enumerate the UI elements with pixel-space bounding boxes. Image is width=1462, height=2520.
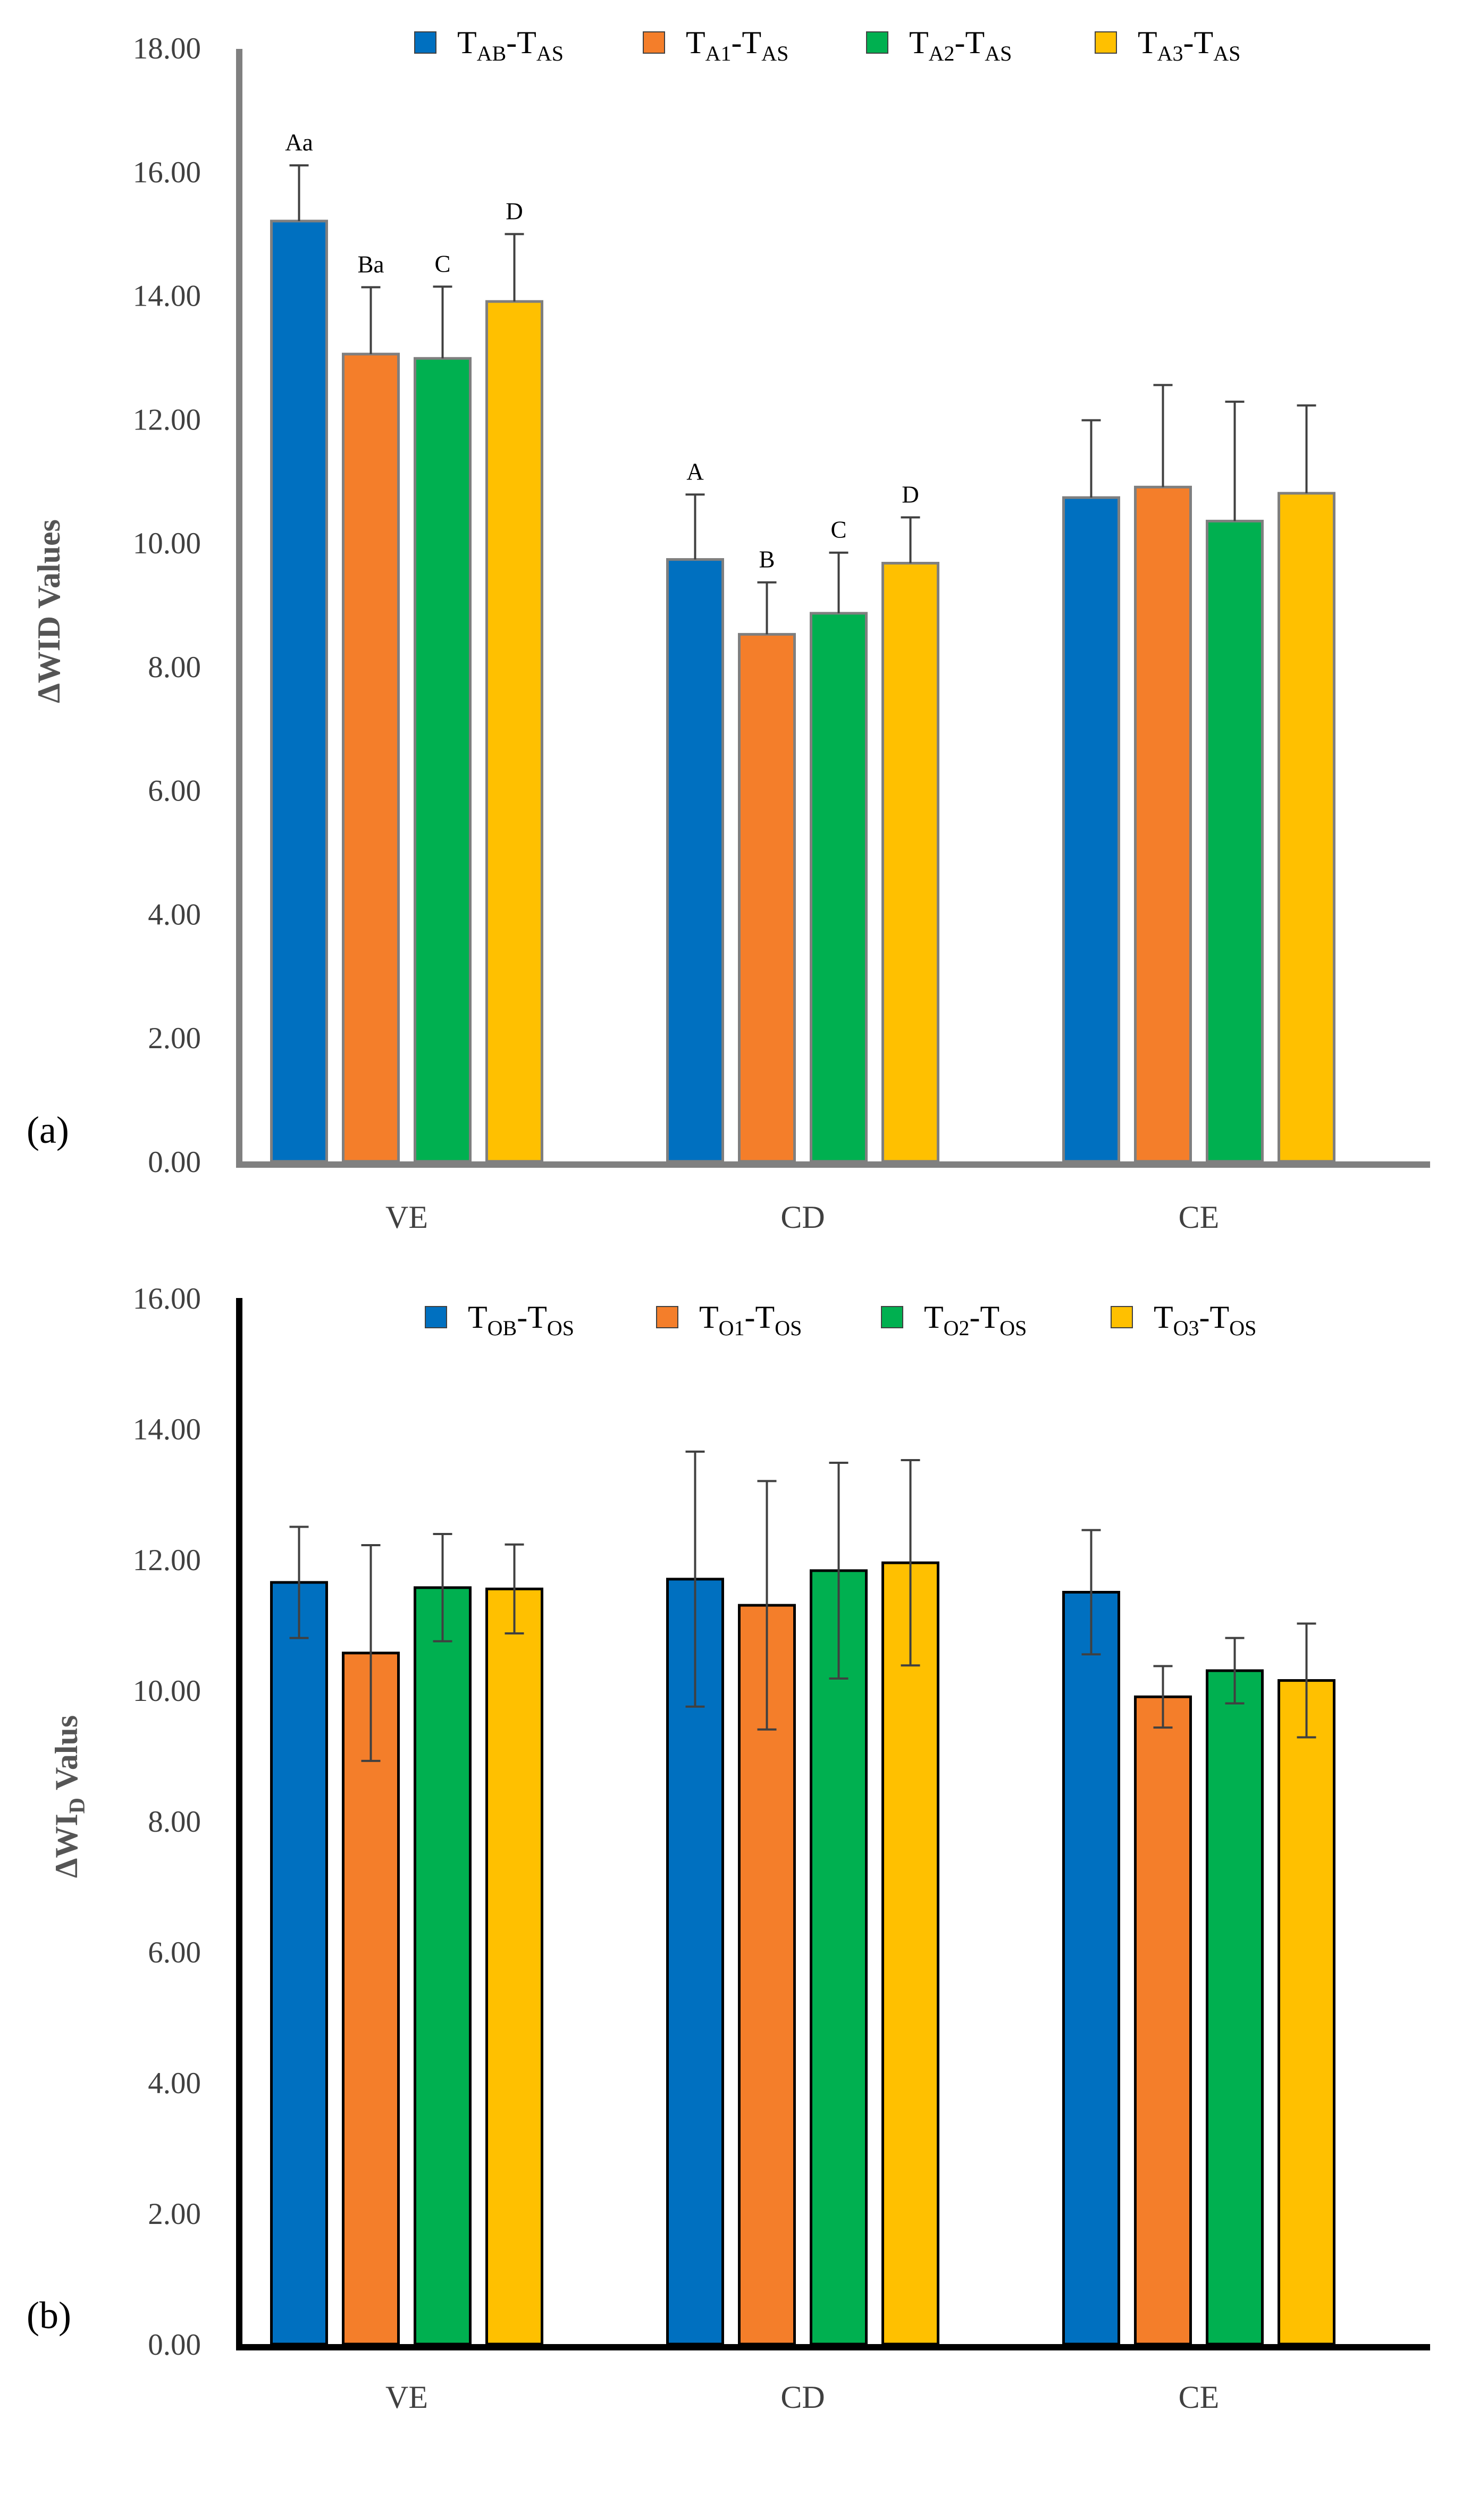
y-tick-label: 14.00: [133, 1413, 201, 1446]
bar: [881, 562, 939, 1163]
legend-swatch: [866, 31, 888, 54]
legend-item: TO2-TOS: [881, 1300, 1027, 1340]
bar: [1206, 519, 1264, 1163]
chart-b-legend: TOB-TOS TO1-TOS TO2-TOS TO3-TOS: [425, 1300, 1256, 1340]
bar: [485, 300, 543, 1163]
y-tick-label: 16.00: [133, 156, 201, 189]
chart-b-y-axis-label: ΔWID Valus: [49, 1715, 90, 1878]
bar: [810, 1569, 868, 2346]
bar: [485, 1587, 543, 2346]
legend-swatch: [656, 1306, 678, 1328]
bar: [1062, 496, 1120, 1163]
y-tick-label: 16.00: [133, 1282, 201, 1316]
significance-label: C: [434, 250, 450, 277]
y-tick-label: 12.00: [133, 403, 201, 436]
bar: [738, 633, 796, 1163]
bar: [881, 1561, 939, 2346]
y-tick-label: 6.00: [148, 1936, 201, 1969]
legend-item: TA2-TAS: [866, 25, 1012, 65]
legend-swatch: [1095, 31, 1117, 54]
chart-b-panel-label: (b): [27, 2294, 71, 2337]
y-tick-label: 0.00: [148, 1145, 201, 1179]
legend-swatch: [425, 1306, 447, 1328]
x-tick-label: VE: [385, 2380, 428, 2415]
y-tick-label: 8.00: [148, 651, 201, 684]
legend-label: TAB-TAS: [457, 25, 564, 65]
bar: [810, 612, 868, 1163]
y-tick-label: 18.00: [133, 32, 201, 65]
chart-b: 0.00 2.00 4.00 6.00 8.00 10.00 12.00 14.00 16.00…: [27, 1282, 1430, 2415]
legend-label: TA3-TAS: [1138, 25, 1240, 65]
y-tick-label: 10.00: [133, 527, 201, 560]
x-tick-label: CE: [1179, 1200, 1220, 1235]
y-tick-label: 4.00: [148, 898, 201, 931]
legend-item: TOB-TOS: [425, 1300, 574, 1340]
x-tick-label: VE: [385, 1200, 428, 1235]
legend-item: TA3-TAS: [1095, 25, 1240, 65]
significance-label: Ba: [358, 251, 384, 277]
chart-a-panel-label: (a): [27, 1109, 69, 1151]
bar: [1278, 1679, 1335, 2346]
x-tick-label: CE: [1179, 2380, 1220, 2415]
significance-label: Aa: [285, 129, 313, 156]
y-tick-label: 2.00: [148, 2197, 201, 2231]
chart-a-legend: TAB-TAS TA1-TAS TA2-TAS TA3-TAS: [414, 25, 1240, 65]
y-tick-label: 6.00: [148, 774, 201, 808]
legend-swatch: [414, 31, 436, 54]
bar: [414, 357, 472, 1163]
bar: [666, 558, 724, 1163]
legend-label: TA2-TAS: [909, 25, 1012, 65]
legend-swatch: [1111, 1306, 1133, 1328]
legend-label: TO1-TOS: [699, 1300, 802, 1340]
significance-label: D: [902, 481, 919, 508]
bar: [270, 1581, 328, 2346]
x-tick-label: CD: [780, 1200, 825, 1235]
legend-swatch: [643, 31, 665, 54]
bar: [414, 1586, 472, 2346]
legend-item: TO1-TOS: [656, 1300, 802, 1340]
legend-label: TO3-TOS: [1154, 1300, 1256, 1340]
y-tick-label: 8.00: [148, 1805, 201, 1839]
y-tick-label: 2.00: [148, 1022, 201, 1055]
legend-label: TO2-TOS: [924, 1300, 1027, 1340]
y-tick-label: 4.00: [148, 2067, 201, 2100]
significance-label: C: [830, 517, 846, 543]
bar: [1062, 1591, 1120, 2346]
significance-label: B: [759, 546, 775, 573]
significance-label: A: [686, 458, 704, 485]
legend-swatch: [881, 1306, 903, 1328]
legend-label: TOB-TOS: [468, 1300, 574, 1340]
bar: [1134, 485, 1192, 1163]
bar: [1206, 1669, 1264, 2346]
y-tick-label: 10.00: [133, 1674, 201, 1708]
legend-label: TA1-TAS: [686, 25, 788, 65]
bar: [270, 220, 328, 1163]
y-tick-label: 12.00: [133, 1544, 201, 1577]
bar: [1134, 1695, 1192, 2346]
bar: [1278, 492, 1335, 1163]
x-tick-label: CD: [780, 2380, 825, 2415]
legend-item: TA1-TAS: [643, 25, 788, 65]
y-tick-label: 0.00: [148, 2328, 201, 2362]
y-tick-label: 14.00: [133, 280, 201, 313]
legend-item: TO3-TOS: [1111, 1300, 1256, 1340]
legend-item: TAB-TAS: [414, 25, 564, 65]
bar: [342, 1651, 400, 2346]
chart-a-y-axis-label: ΔWID Values: [31, 519, 66, 703]
significance-label: D: [506, 198, 523, 224]
bar: [342, 352, 400, 1163]
